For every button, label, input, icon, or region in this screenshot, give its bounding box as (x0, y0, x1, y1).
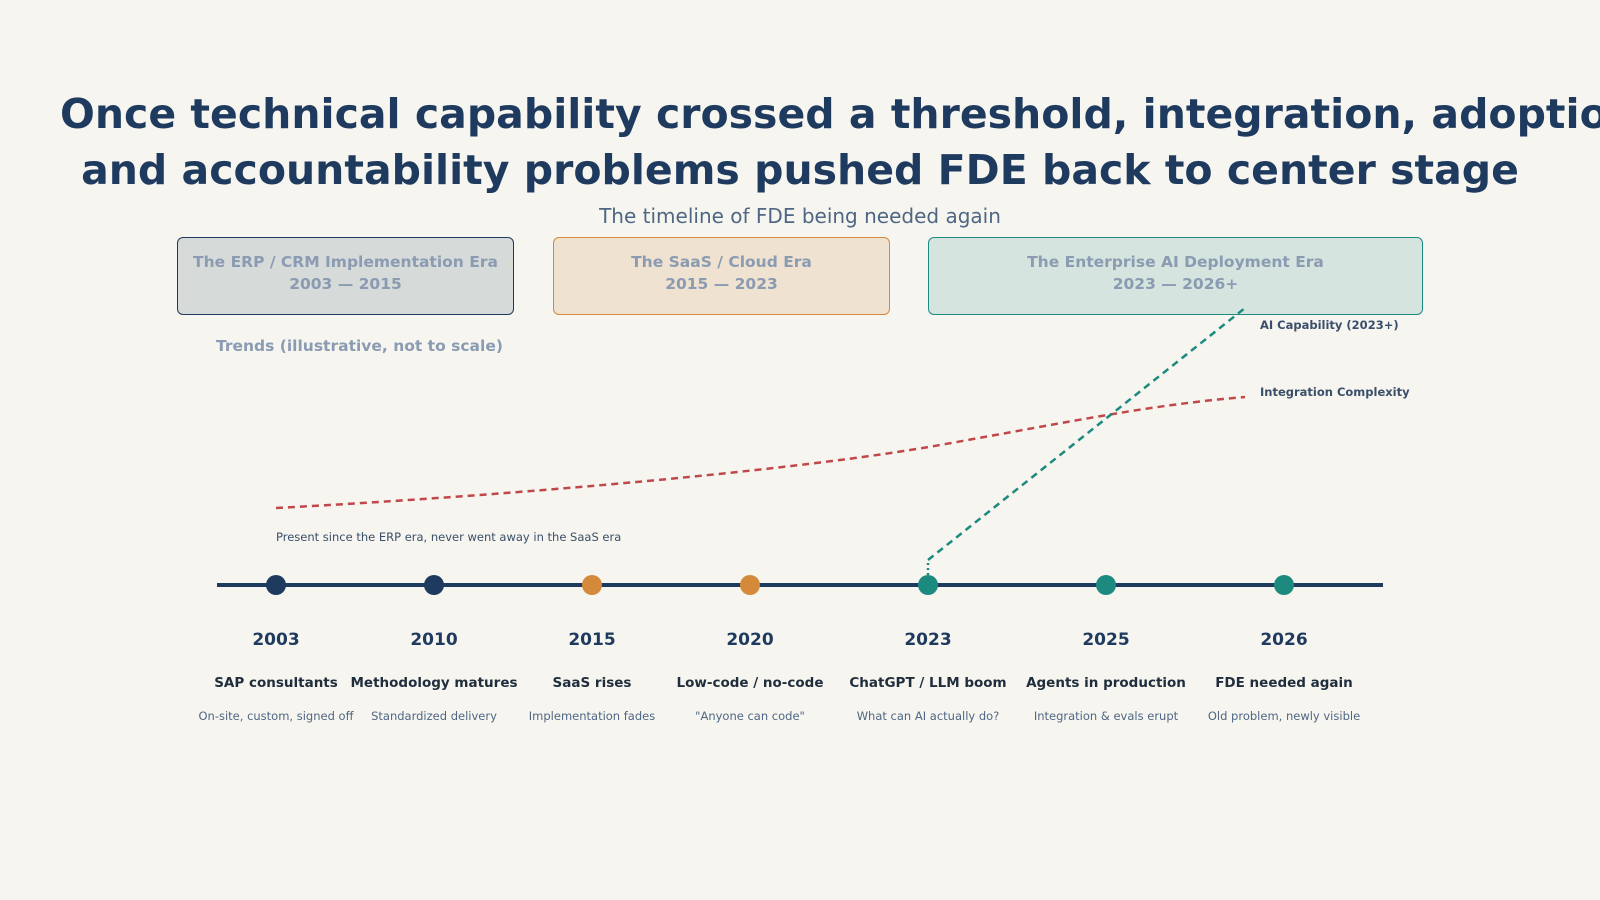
slide-title: Once technical capability crossed a thre… (60, 86, 1600, 198)
milestone-year: 2010 (410, 630, 457, 650)
era-range: 2023 — 2026+ (1112, 275, 1239, 293)
milestone-dot (740, 575, 760, 595)
milestone-desc: Old problem, newly visible (1208, 709, 1360, 723)
milestone-desc: Implementation fades (529, 709, 655, 723)
milestone-year: 2020 (726, 630, 773, 650)
title-line-1: Once technical capability crossed a thre… (60, 90, 1600, 138)
era-box-saas-cloud: The SaaS / Cloud Era 2015 — 2023 (553, 237, 890, 315)
milestone-year: 2003 (252, 630, 299, 650)
milestone-desc: Standardized delivery (371, 709, 497, 723)
milestone-event: Methodology matures (350, 675, 517, 691)
milestone-year: 2025 (1082, 630, 1129, 650)
milestone-year: 2026 (1260, 630, 1307, 650)
integration-complexity-label: Integration Complexity (1260, 385, 1410, 399)
milestone-event: Agents in production (1026, 675, 1186, 691)
slide-subtitle: The timeline of FDE being needed again (599, 204, 1001, 228)
era-box-enterprise-ai: The Enterprise AI Deployment Era 2023 — … (928, 237, 1423, 315)
milestone-layer: 2003 SAP consultants On-site, custom, sign… (199, 575, 1360, 723)
milestone-dot (918, 575, 938, 595)
era-name: The ERP / CRM Implementation Era (193, 253, 498, 271)
era-name: The Enterprise AI Deployment Era (1027, 253, 1324, 271)
integration-complexity-line (275, 395, 1246, 510)
era-box-erp-crm: The ERP / CRM Implementation Era 2003 — … (177, 237, 514, 315)
era-range: 2015 — 2023 (665, 275, 778, 293)
integration-note: Present since the ERP era, never went aw… (276, 530, 621, 544)
milestone-event: FDE needed again (1215, 675, 1353, 691)
milestone-desc: "Anyone can code" (695, 709, 805, 723)
milestone-event: ChatGPT / LLM boom (849, 675, 1006, 691)
milestone-year: 2023 (904, 630, 951, 650)
milestone-year: 2015 (568, 630, 615, 650)
milestone-dot (424, 575, 444, 595)
milestone-dot (1274, 575, 1294, 595)
milestone-event: Low-code / no-code (677, 675, 824, 691)
milestone-desc: Integration & evals erupt (1034, 709, 1179, 723)
milestone-event: SAP consultants (214, 675, 338, 691)
milestone-event: SaaS rises (553, 675, 632, 691)
milestone-dot (582, 575, 602, 595)
era-range: 2003 — 2015 (289, 275, 402, 293)
milestone-dot (266, 575, 286, 595)
milestone-desc: What can AI actually do? (857, 709, 1000, 723)
milestone-dot (1096, 575, 1116, 595)
trend-layer: AI Capability (2023+) Integration Complex… (275, 307, 1410, 575)
ai-capability-label: AI Capability (2023+) (1260, 318, 1399, 332)
ai-capability-line (927, 307, 1246, 561)
title-line-2: and accountability problems pushed FDE b… (81, 146, 1519, 194)
trends-label: Trends (illustrative, not to scale) (216, 337, 503, 355)
era-name: The SaaS / Cloud Era (631, 253, 812, 271)
milestone-desc: On-site, custom, signed off (199, 709, 355, 723)
